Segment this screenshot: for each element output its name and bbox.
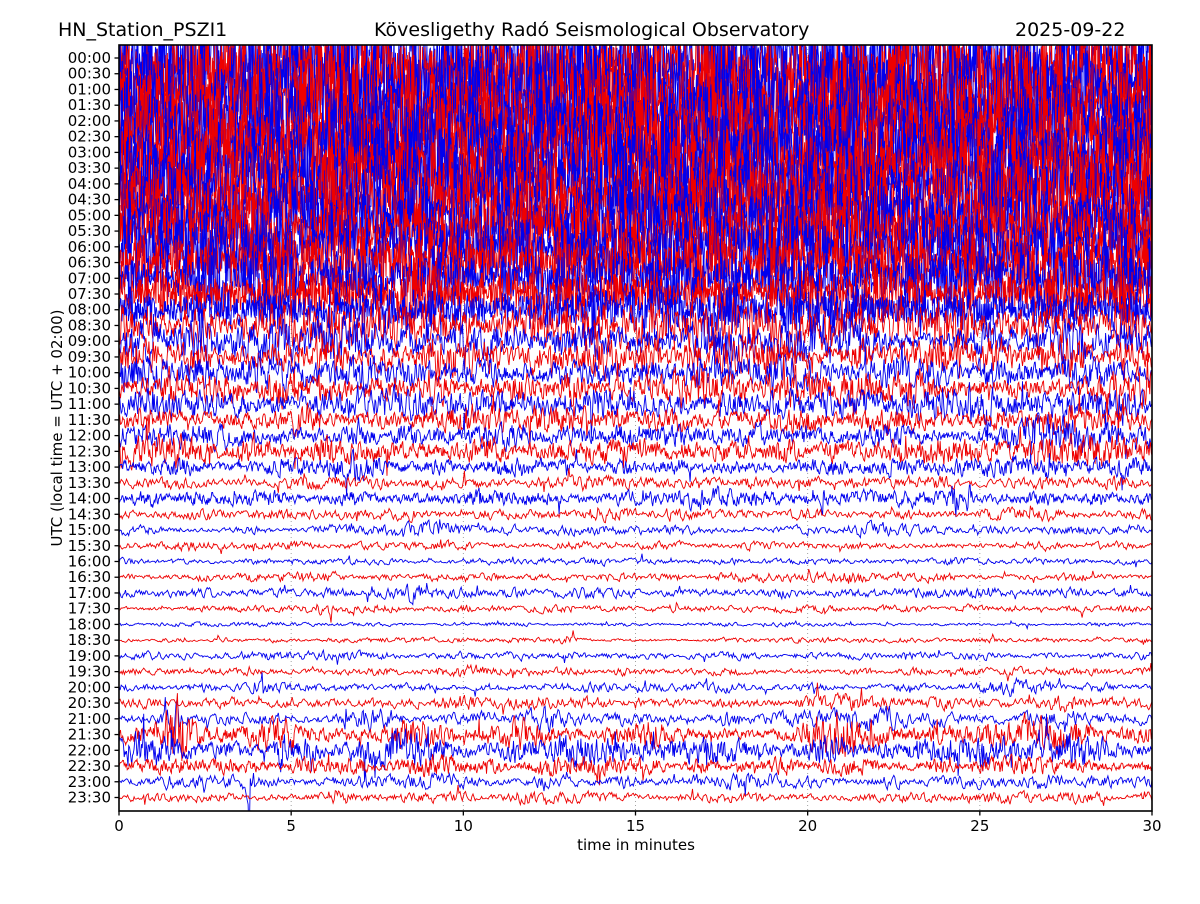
trace-10:30 bbox=[119, 352, 1152, 443]
trace-14:30 bbox=[119, 505, 1152, 524]
x-tick-label: 10 bbox=[454, 817, 473, 835]
trace-22:00 bbox=[119, 713, 1152, 780]
y-tick-label: 20:00 bbox=[68, 678, 111, 696]
trace-19:30 bbox=[119, 663, 1152, 682]
y-tick-label: 12:00 bbox=[68, 427, 111, 445]
y-tick-label: 06:30 bbox=[68, 254, 111, 272]
x-tick-label: 0 bbox=[114, 817, 124, 835]
trace-11:30 bbox=[119, 392, 1152, 449]
x-tick-label: 5 bbox=[286, 817, 296, 835]
y-tick-label: 06:00 bbox=[68, 238, 111, 256]
y-tick-label: 02:00 bbox=[68, 112, 111, 130]
trace-00:30 bbox=[119, 45, 1152, 146]
y-tick-label: 15:00 bbox=[68, 521, 111, 539]
y-tick-label: 09:00 bbox=[68, 332, 111, 350]
y-tick-label: 04:00 bbox=[68, 175, 111, 193]
date-label: 2025-09-22 bbox=[1015, 19, 1126, 41]
trace-20:00 bbox=[119, 672, 1152, 698]
trace-11:00 bbox=[119, 381, 1152, 442]
trace-20:30 bbox=[119, 682, 1152, 715]
y-axis-label: UTC (local time = UTC + 02:00) bbox=[48, 309, 66, 547]
y-tick-label: 18:00 bbox=[68, 615, 111, 633]
y-tick-label: 10:30 bbox=[68, 379, 111, 397]
y-tick-label: 13:30 bbox=[68, 474, 111, 492]
trace-15:30 bbox=[119, 539, 1152, 554]
trace-17:30 bbox=[119, 601, 1152, 623]
y-axis: 00:0000:3001:0001:3002:0002:3003:0003:30… bbox=[68, 49, 119, 806]
y-tick-label: 05:00 bbox=[68, 206, 111, 224]
y-tick-label: 17:30 bbox=[68, 600, 111, 618]
y-tick-label: 22:30 bbox=[68, 757, 111, 775]
trace-15:00 bbox=[119, 519, 1152, 540]
y-tick-label: 20:30 bbox=[68, 694, 111, 712]
y-tick-label: 14:00 bbox=[68, 490, 111, 508]
y-tick-label: 17:00 bbox=[68, 584, 111, 602]
y-tick-label: 18:30 bbox=[68, 631, 111, 649]
y-tick-label: 07:30 bbox=[68, 285, 111, 303]
trace-01:00 bbox=[119, 45, 1152, 201]
trace-13:00 bbox=[119, 448, 1152, 497]
x-tick-label: 20 bbox=[798, 817, 817, 835]
trace-08:30 bbox=[119, 293, 1152, 357]
y-tick-label: 19:30 bbox=[68, 663, 111, 681]
observatory-title: Kövesligethy Radó Seismological Observat… bbox=[374, 19, 810, 41]
station-title: HN_Station_PSZI1 bbox=[58, 19, 228, 41]
y-tick-label: 19:00 bbox=[68, 647, 111, 665]
y-tick-label: 15:30 bbox=[68, 537, 111, 555]
y-tick-label: 00:30 bbox=[68, 65, 111, 83]
y-tick-label: 21:30 bbox=[68, 726, 111, 744]
y-tick-label: 08:30 bbox=[68, 316, 111, 334]
trace-09:30 bbox=[119, 330, 1152, 396]
trace-21:30 bbox=[119, 693, 1152, 762]
trace-19:00 bbox=[119, 648, 1152, 665]
y-tick-label: 13:00 bbox=[68, 458, 111, 476]
y-tick-label: 23:00 bbox=[68, 773, 111, 791]
trace-10:00 bbox=[119, 336, 1152, 399]
trace-23:30 bbox=[119, 784, 1152, 807]
trace-14:00 bbox=[119, 484, 1152, 518]
y-tick-label: 01:30 bbox=[68, 96, 111, 114]
y-tick-label: 07:00 bbox=[68, 269, 111, 287]
trace-12:00 bbox=[119, 412, 1152, 464]
x-tick-label: 15 bbox=[626, 817, 645, 835]
x-tick-label: 25 bbox=[970, 817, 989, 835]
trace-22:30 bbox=[119, 753, 1152, 786]
trace-13:30 bbox=[119, 468, 1152, 493]
trace-09:00 bbox=[119, 295, 1152, 375]
y-tick-label: 21:00 bbox=[68, 710, 111, 728]
y-tick-label: 10:00 bbox=[68, 364, 111, 382]
y-tick-label: 05:30 bbox=[68, 222, 111, 240]
trace-17:00 bbox=[119, 583, 1152, 606]
x-axis: 0 5 10 15 20 25 30 bbox=[114, 811, 1162, 835]
y-tick-label: 02:30 bbox=[68, 128, 111, 146]
y-tick-label: 09:30 bbox=[68, 348, 111, 366]
y-tick-label: 00:00 bbox=[68, 49, 111, 67]
x-tick-label: 30 bbox=[1142, 817, 1161, 835]
trace-12:30 bbox=[119, 418, 1152, 476]
trace-23:00 bbox=[119, 771, 1152, 811]
y-tick-label: 12:30 bbox=[68, 442, 111, 460]
y-tick-label: 03:30 bbox=[68, 159, 111, 177]
y-tick-label: 01:00 bbox=[68, 80, 111, 98]
y-tick-label: 04:30 bbox=[68, 191, 111, 209]
trace-21:00 bbox=[119, 697, 1152, 741]
x-axis-label: time in minutes bbox=[577, 836, 695, 854]
y-tick-label: 23:30 bbox=[68, 788, 111, 806]
y-tick-label: 14:30 bbox=[68, 505, 111, 523]
trace-18:00 bbox=[119, 619, 1152, 631]
y-tick-label: 16:00 bbox=[68, 552, 111, 570]
y-tick-label: 03:00 bbox=[68, 143, 111, 161]
trace-18:30 bbox=[119, 630, 1152, 645]
trace-16:00 bbox=[119, 553, 1152, 568]
y-tick-label: 11:00 bbox=[68, 395, 111, 413]
y-tick-label: 22:00 bbox=[68, 741, 111, 759]
traces bbox=[119, 45, 1152, 811]
y-tick-label: 16:30 bbox=[68, 568, 111, 586]
trace-16:30 bbox=[119, 568, 1152, 585]
y-tick-label: 11:30 bbox=[68, 411, 111, 429]
y-tick-label: 08:00 bbox=[68, 301, 111, 319]
